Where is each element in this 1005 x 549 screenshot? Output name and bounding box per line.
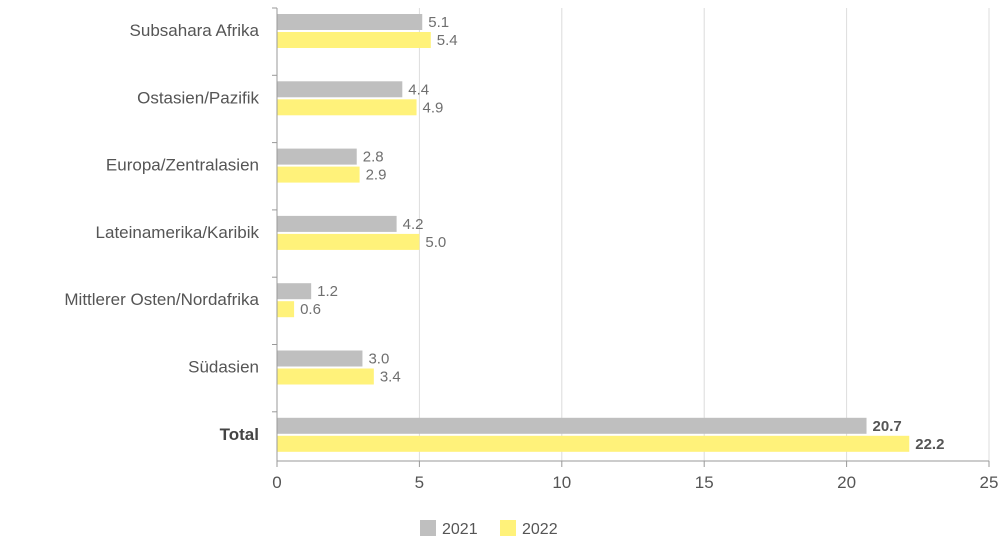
value-label: 2.8 xyxy=(363,149,384,166)
legend: 2021 2022 xyxy=(420,520,558,538)
value-label: 20.7 xyxy=(873,418,902,435)
bar-2022-3 xyxy=(277,233,420,250)
grid-lines xyxy=(418,8,990,461)
bar-2021-4 xyxy=(277,283,312,300)
category-label: Subsahara Afrika xyxy=(130,21,260,40)
bar-2021-2 xyxy=(277,148,357,165)
bar-2021-5 xyxy=(277,350,363,367)
bar-2021-0 xyxy=(277,14,423,30)
bar-2021-3 xyxy=(277,215,397,232)
bar-2021-6 xyxy=(277,417,867,434)
x-tick-labels: 0 5 10 15 20 25 xyxy=(272,473,998,492)
value-label: 2.9 xyxy=(366,167,387,184)
bar-2022-5 xyxy=(277,368,374,385)
value-label: 4.4 xyxy=(408,81,429,98)
value-label: 4.9 xyxy=(423,99,444,116)
category-label: Südasien xyxy=(188,358,259,377)
value-label: 4.2 xyxy=(403,216,424,233)
value-label: 5.4 xyxy=(437,32,458,49)
category-label: Mittlerer Osten/Nordafrika xyxy=(64,290,259,309)
value-label: 0.6 xyxy=(300,301,321,318)
x-tick-label: 20 xyxy=(837,473,856,492)
x-tick-label: 0 xyxy=(272,473,281,492)
bar-2022-2 xyxy=(277,166,360,183)
legend-swatch-2022 xyxy=(500,520,516,536)
bar-2021-1 xyxy=(277,81,403,98)
value-label: 5.0 xyxy=(425,234,446,251)
x-tick-label: 15 xyxy=(695,473,714,492)
value-label: 5.1 xyxy=(428,14,449,31)
category-label: Total xyxy=(220,425,259,444)
value-label: 22.2 xyxy=(915,436,944,453)
x-tick-label: 10 xyxy=(552,473,571,492)
legend-label-2021: 2021 xyxy=(442,521,478,538)
legend-swatch-2021 xyxy=(420,520,436,536)
bar-2022-1 xyxy=(277,99,417,116)
value-label: 3.0 xyxy=(368,351,389,368)
bar-2022-6 xyxy=(277,435,910,452)
bar-2022-4 xyxy=(277,301,295,318)
category-label: Lateinamerika/Karibik xyxy=(96,223,260,242)
bars xyxy=(277,14,910,452)
value-label: 1.2 xyxy=(317,283,338,300)
x-tick-label: 5 xyxy=(415,473,424,492)
x-tick-label: 25 xyxy=(980,473,999,492)
legend-label-2022: 2022 xyxy=(522,521,558,538)
bar-2022-0 xyxy=(277,32,431,48)
axes xyxy=(272,7,990,467)
category-labels: Subsahara Afrika Ostasien/Pazifik Europa/Z… xyxy=(64,21,259,444)
category-label: Ostasien/Pazifik xyxy=(137,88,259,107)
category-label: Europa/Zentralasien xyxy=(106,156,259,175)
value-label: 3.4 xyxy=(380,369,401,386)
value-labels: 5.15.4 4.44.9 2.82.9 4.25.0 1.20.6 3.03.4 20.7… xyxy=(300,14,944,453)
